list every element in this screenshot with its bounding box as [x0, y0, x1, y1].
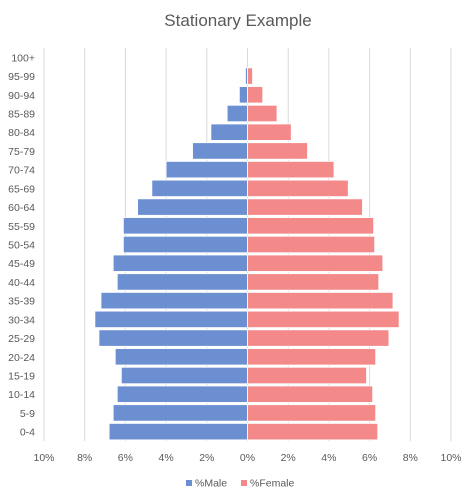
legend-swatch: [241, 480, 247, 486]
legend: %Male %Female: [186, 478, 295, 490]
x-tick-label: 8%: [403, 452, 418, 464]
y-tick-label: 60-64: [8, 202, 35, 214]
bar-male: [151, 179, 248, 197]
bar-female: [247, 254, 384, 272]
bar-male: [108, 423, 248, 441]
bar-female: [247, 198, 363, 216]
y-tick-label: 15-19: [8, 371, 35, 383]
bar-male: [114, 348, 248, 366]
bar-male: [98, 329, 248, 347]
bars: [94, 67, 400, 441]
x-tick-label: 4%: [321, 452, 336, 464]
bar-male: [94, 310, 248, 328]
bar-male: [116, 385, 248, 403]
bar-female: [247, 86, 264, 104]
y-tick-label: 100+: [11, 52, 35, 64]
bar-female: [247, 67, 253, 85]
bar-male: [122, 235, 248, 254]
y-tick-label: 75-79: [8, 146, 35, 158]
y-axis-labels: 100+ 95-99 90-94 85-89 80-84 75-79 70-74 65-69 6…: [8, 52, 35, 438]
bar-female: [247, 273, 380, 291]
y-tick-label: 50-54: [8, 240, 35, 252]
x-axis-labels: 10% 8% 6% 4% 2% 0% 2% 4% 6% 8% 10%: [33, 452, 461, 464]
bar-male: [137, 198, 248, 216]
bar-female: [247, 104, 278, 123]
bar-male: [112, 404, 248, 422]
bar-male: [226, 104, 248, 123]
bar-female: [247, 385, 374, 403]
y-tick-label: 85-89: [8, 109, 35, 121]
x-tick-label: 2%: [281, 452, 296, 464]
x-tick-label: 10%: [33, 452, 54, 464]
bar-female: [247, 123, 292, 141]
bar-male: [116, 273, 248, 291]
y-tick-label: 55-59: [8, 221, 35, 233]
x-tick-label: 4%: [159, 452, 174, 464]
bar-male: [210, 123, 248, 141]
bar-male: [165, 161, 248, 179]
legend-label: %Female: [250, 478, 295, 490]
x-tick-label: 8%: [77, 452, 92, 464]
bar-female: [247, 217, 375, 235]
bar-male: [112, 254, 248, 272]
x-tick-label: 10%: [440, 452, 461, 464]
y-tick-label: 5-9: [20, 408, 35, 420]
x-tick-label: 2%: [199, 452, 214, 464]
y-tick-label: 90-94: [8, 90, 35, 102]
bar-male: [122, 217, 248, 235]
y-tick-label: 45-49: [8, 258, 35, 270]
y-tick-label: 65-69: [8, 183, 35, 195]
y-tick-label: 40-44: [8, 277, 35, 289]
y-tick-label: 95-99: [8, 71, 35, 83]
bar-female: [247, 161, 335, 179]
bar-female: [247, 404, 377, 422]
bar-female: [247, 310, 400, 328]
bar-male: [120, 366, 248, 385]
y-tick-label: 80-84: [8, 127, 35, 139]
bar-male: [100, 292, 248, 310]
y-tick-label: 70-74: [8, 165, 35, 177]
bar-female: [247, 235, 376, 254]
bar-female: [247, 329, 390, 347]
bar-male: [192, 142, 248, 160]
y-tick-label: 35-39: [8, 296, 35, 308]
legend-swatch: [186, 480, 192, 486]
bar-female: [247, 348, 377, 366]
y-tick-label: 25-29: [8, 333, 35, 345]
x-tick-label: 0%: [240, 452, 255, 464]
y-tick-label: 10-14: [8, 389, 35, 401]
y-tick-label: 0-4: [20, 427, 35, 439]
bar-female: [247, 142, 308, 160]
bar-female: [247, 179, 349, 197]
bar-female: [247, 366, 367, 385]
y-tick-label: 30-34: [8, 314, 35, 326]
y-tick-label: 20-24: [8, 352, 35, 364]
x-tick-label: 6%: [118, 452, 133, 464]
bar-female: [247, 423, 379, 441]
bar-male: [238, 86, 248, 104]
x-tick-label: 6%: [362, 452, 377, 464]
chart-title: Stationary Example: [164, 11, 311, 30]
legend-label: %Male: [195, 478, 227, 490]
bar-female: [247, 292, 394, 310]
